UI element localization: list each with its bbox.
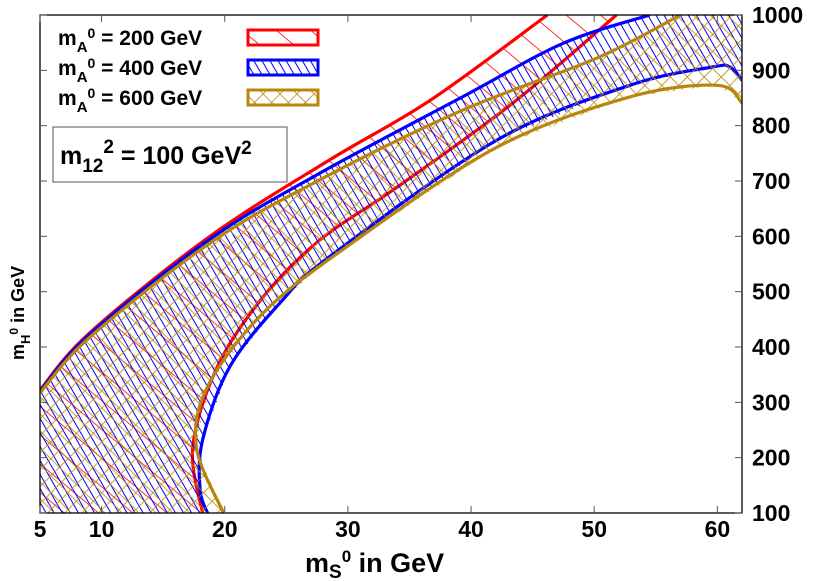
y-tick-label: 400 xyxy=(752,334,790,360)
y-tick-label: 700 xyxy=(752,168,790,194)
legend-entry: mA0 = 400 GeV xyxy=(58,55,320,86)
legend-swatch xyxy=(246,88,320,107)
region-fill xyxy=(40,15,742,513)
y-tick-label: 200 xyxy=(752,445,790,471)
y-tick-label: 800 xyxy=(752,113,790,139)
y-tick-label: 300 xyxy=(752,389,790,415)
y-tick-label: 100 xyxy=(752,500,790,526)
legend-swatch xyxy=(246,28,320,47)
legend-swatch xyxy=(246,58,320,77)
annotation-rest-sup: 2 xyxy=(241,138,252,159)
annotation-main: m xyxy=(60,142,82,170)
plot-frame xyxy=(39,14,743,514)
legend-label: mA0 = 200 GeV xyxy=(58,25,202,56)
x-tick-label: 10 xyxy=(89,516,115,542)
y-axis-label: mH0 in GeV xyxy=(7,266,33,360)
region-upper-boundary xyxy=(40,15,682,394)
region-3 xyxy=(40,15,742,513)
x-tick-label: 30 xyxy=(335,516,361,542)
region-lower-boundary xyxy=(193,83,742,513)
x-tick-label: 20 xyxy=(212,516,238,542)
annotation-sub: 12 xyxy=(82,156,103,177)
y-tick-label: 500 xyxy=(752,279,790,305)
legend-entry: mA0 = 600 GeV xyxy=(58,85,320,116)
legend-label: mA0 = 400 GeV xyxy=(58,55,202,86)
x-tick-label: 40 xyxy=(458,516,484,542)
region-upper-boundary xyxy=(40,15,651,393)
annotation-rest: = 100 GeV xyxy=(114,142,241,170)
svg-text:m122 = 100 GeV2: m122 = 100 GeV2 xyxy=(60,137,252,177)
x-tick-label: 50 xyxy=(581,516,607,542)
y-tick-label: 600 xyxy=(752,223,790,249)
x-tick-label: 5 xyxy=(34,516,47,542)
annotation-box: m122 = 100 GeV2 xyxy=(52,126,288,183)
y-tick-label: 1000 xyxy=(752,2,803,28)
legend-entry: mA0 = 200 GeV xyxy=(58,25,320,56)
x-tick-label: 60 xyxy=(705,516,731,542)
region-fill xyxy=(40,15,742,513)
y-tick-label: 900 xyxy=(752,57,790,83)
x-axis-label: mS0 in GeV xyxy=(305,547,444,581)
annotation-sup: 2 xyxy=(103,137,114,158)
legend-label: mA0 = 600 GeV xyxy=(58,85,202,116)
